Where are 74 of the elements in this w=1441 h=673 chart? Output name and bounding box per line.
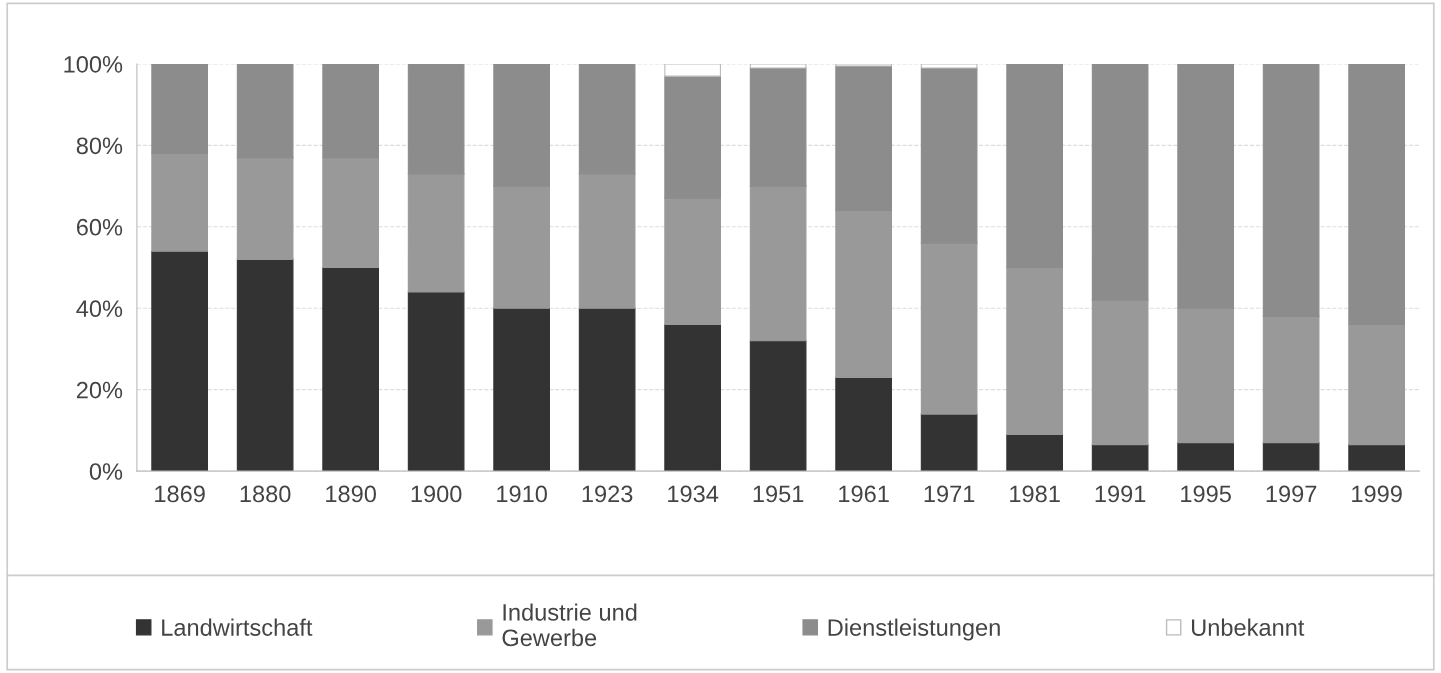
bar (664, 323, 721, 472)
bar (151, 250, 208, 472)
bar (407, 291, 465, 472)
x-tick-label: 1997 (1266, 485, 1317, 503)
bar (1091, 63, 1149, 301)
legend-label: Unbekannt (1192, 618, 1305, 636)
bar (1348, 63, 1405, 326)
y-tick-label: 60% (76, 218, 123, 236)
legend-label: Landwirtschaft (162, 618, 313, 636)
bar (1177, 442, 1234, 472)
bar (1262, 442, 1320, 472)
x-tick-label: 1995 (1181, 485, 1231, 503)
legend-label: Industrie und Gewerbe (502, 603, 637, 647)
bar (322, 157, 379, 269)
bar (151, 152, 208, 252)
bar (1348, 323, 1405, 446)
bar (578, 173, 636, 309)
x-tick-label: 1951 (753, 485, 804, 503)
bar (1006, 433, 1063, 472)
x-tick-label: 1900 (411, 485, 462, 503)
bar (1006, 63, 1063, 269)
x-tick-label: 1890 (326, 485, 376, 503)
y-tick-label: 80% (76, 137, 123, 155)
bar (322, 63, 379, 159)
x-tick-label: 1910 (497, 485, 547, 503)
bar (1177, 307, 1234, 444)
bar (236, 63, 294, 159)
x-tick-label: 1869 (155, 485, 205, 503)
x-tick-label: 1961 (839, 485, 889, 503)
y-tick-label: 40% (76, 300, 123, 318)
bar (151, 63, 208, 155)
bar (1262, 63, 1320, 317)
bar (1006, 266, 1063, 436)
bar (835, 65, 892, 212)
x-tick-label: 1923 (582, 485, 633, 503)
bar (749, 67, 807, 187)
bar (322, 266, 379, 472)
bar (578, 63, 636, 175)
x-tick-label: 1991 (1095, 485, 1146, 503)
bar (664, 197, 721, 326)
bar (835, 376, 892, 472)
bar (1177, 63, 1234, 309)
x-tick-label: 1934 (668, 485, 719, 503)
y-tick-label: 0% (89, 463, 123, 480)
x-tick-label: 1880 (240, 485, 291, 503)
bar (407, 173, 465, 293)
bar (1262, 315, 1320, 444)
bar (493, 307, 550, 472)
bar (920, 413, 978, 472)
bar (1091, 444, 1149, 472)
bar (664, 75, 721, 199)
x-tick-label: 1971 (924, 485, 975, 503)
y-tick-label: 20% (76, 381, 123, 399)
bar (835, 209, 892, 379)
bar (1348, 444, 1405, 472)
bar (236, 157, 294, 260)
bar (749, 185, 807, 342)
bar (749, 63, 807, 69)
bar (920, 242, 978, 415)
bar (493, 185, 550, 309)
bar (920, 63, 978, 69)
bar (835, 63, 892, 67)
bar (920, 67, 978, 244)
x-tick-label: 1981 (1010, 485, 1060, 503)
bar (407, 63, 465, 175)
y-tick-label: 100% (64, 56, 123, 73)
x-tick-label: 1999 (1352, 485, 1402, 503)
bar (493, 63, 550, 187)
bar (749, 340, 807, 472)
bar (236, 258, 294, 472)
bar (1091, 299, 1149, 446)
legend-label: Dienstleistungen (828, 618, 1000, 641)
bar (578, 307, 636, 472)
bar (664, 63, 721, 77)
